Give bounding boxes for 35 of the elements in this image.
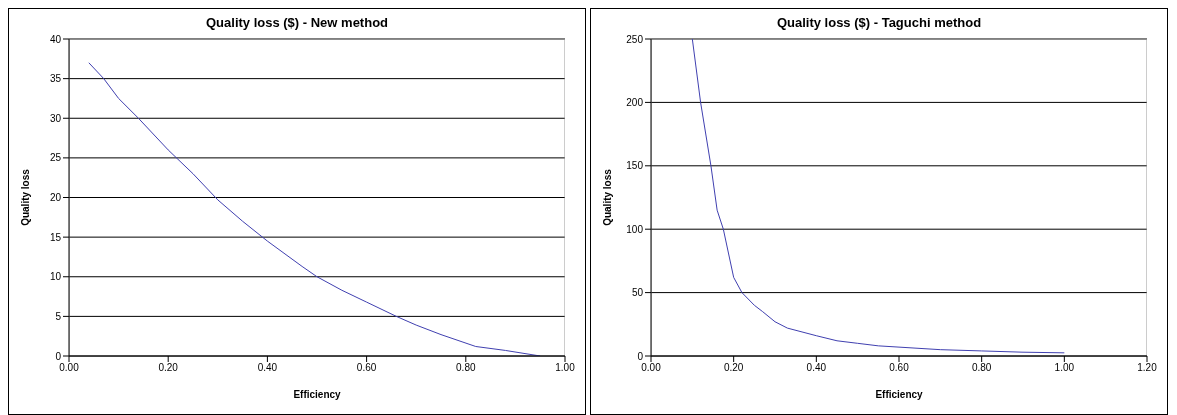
x-tick-label: 1.00 (555, 362, 576, 374)
chart-title: Quality loss ($) - Taguchi method (775, 14, 983, 32)
y-tick-label: 20 (49, 192, 62, 204)
y-tick-label: 30 (49, 112, 62, 124)
x-axis-title: Efficiency (293, 389, 342, 400)
x-tick-label: 0.40 (806, 362, 827, 374)
y-tick-label: 200 (626, 96, 644, 108)
y-tick-label: 0 (55, 350, 62, 362)
y-tick-label: 15 (49, 231, 62, 243)
y-tick-label: 10 (49, 271, 62, 283)
y-tick-label: 5 (55, 310, 62, 322)
chart-title: Quality loss ($) - New method (205, 14, 389, 32)
x-tick-label: 0.80 (456, 362, 476, 374)
x-tick-label: 0.00 (59, 362, 80, 374)
y-tick-label: 100 (626, 223, 644, 235)
y-axis-title: Quality loss (601, 168, 613, 226)
y-tick-label: 25 (49, 152, 62, 164)
y-tick-label: 150 (626, 160, 644, 172)
x-tick-label: 0.60 (356, 362, 377, 374)
y-tick-label: 50 (631, 287, 644, 299)
x-tick-label: 0.20 (723, 362, 744, 374)
x-tick-label: 0.60 (889, 362, 910, 374)
y-tick-label: 40 (49, 33, 62, 45)
x-axis-title: Efficiency (875, 389, 924, 400)
y-tick-label: 35 (49, 73, 62, 85)
x-tick-label: 0.80 (971, 362, 992, 374)
x-tick-label: 1.00 (1054, 362, 1075, 374)
x-tick-label: 1.20 (1137, 362, 1158, 374)
line-series (691, 39, 1065, 354)
y-axis-title: Quality loss (19, 168, 31, 226)
x-tick-label: 0.00 (641, 362, 662, 374)
x-tick-label: 0.40 (257, 362, 278, 374)
y-tick-label: 250 (626, 33, 644, 45)
x-tick-label: 0.20 (158, 362, 179, 374)
y-tick-label: 0 (637, 350, 644, 362)
